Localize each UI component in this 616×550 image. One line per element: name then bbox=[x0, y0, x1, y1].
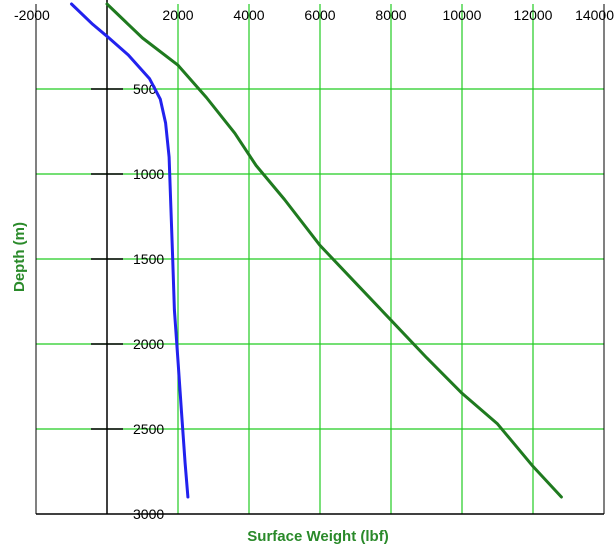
x-tick-labels: -2000 2000 4000 6000 8000 10000 12000 14000 bbox=[14, 7, 614, 23]
x-tick-label-8000: 8000 bbox=[375, 7, 406, 23]
y-tick-label-500: 500 bbox=[133, 81, 157, 97]
x-tick-label-6000: 6000 bbox=[304, 7, 335, 23]
series-line-2 bbox=[70, 2, 190, 499]
x-tick-label-4000: 4000 bbox=[233, 7, 264, 23]
x-tick-label-10000: 10000 bbox=[443, 7, 482, 23]
y-tick-label-1000: 1000 bbox=[133, 166, 164, 182]
y-tick-label-3000: 3000 bbox=[133, 506, 164, 522]
series-line-1 bbox=[105, 2, 563, 499]
y-tick-labels: 500 1000 1500 2000 2500 3000 bbox=[91, 81, 164, 522]
y-tick-label-2000: 2000 bbox=[133, 336, 164, 352]
x-tick-label-14000: 14000 bbox=[575, 7, 614, 23]
y-axis-label: Depth (m) bbox=[11, 222, 28, 292]
x-tick-label--2000: -2000 bbox=[14, 7, 50, 23]
grid-lines bbox=[36, 4, 604, 514]
x-tick-label-12000: 12000 bbox=[514, 7, 553, 23]
y-tick-label-2500: 2500 bbox=[133, 421, 164, 437]
x-tick-label-2000: 2000 bbox=[162, 7, 193, 23]
y-tick-label-1500: 1500 bbox=[133, 251, 164, 267]
x-axis-label: Surface Weight (lbf) bbox=[247, 528, 388, 545]
data-series bbox=[70, 2, 563, 499]
